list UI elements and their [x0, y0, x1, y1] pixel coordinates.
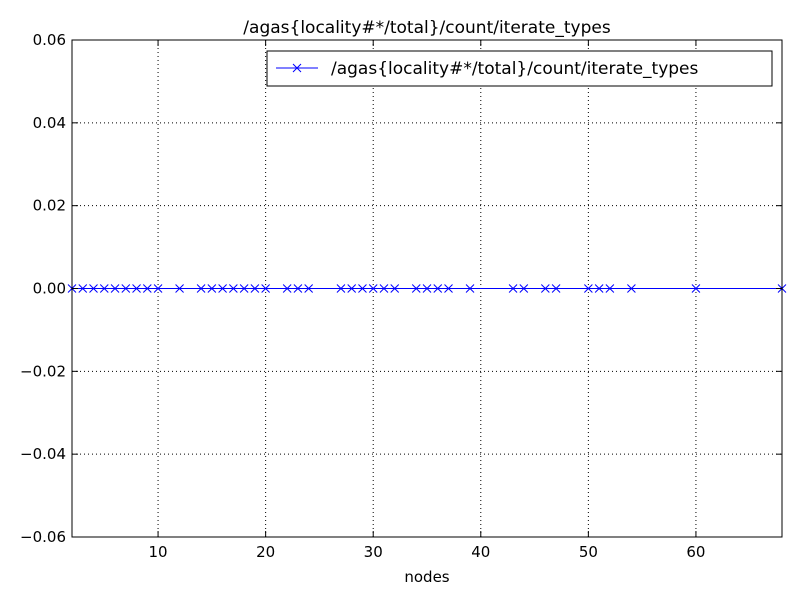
- data-point: [508, 284, 518, 293]
- data-point: [347, 284, 357, 293]
- data-point: [218, 284, 227, 293]
- data-point: [89, 284, 98, 293]
- data-point: [465, 284, 475, 293]
- data-point: [379, 284, 389, 293]
- y-tick-label: −0.06: [20, 528, 66, 546]
- data-point: [422, 284, 432, 293]
- data-point: [368, 284, 378, 293]
- data-point: [551, 284, 561, 293]
- chart-title: /agas{locality#*/total}/count/iterate_ty…: [243, 18, 611, 38]
- data-point: [99, 284, 109, 293]
- data-point: [78, 284, 88, 293]
- x-axis-label: nodes: [404, 568, 449, 586]
- x-tick-label: 60: [686, 543, 705, 561]
- data-point: [142, 284, 152, 293]
- data-point: [540, 284, 550, 293]
- y-tick-label: 0.06: [33, 31, 66, 49]
- data-point: [132, 284, 141, 293]
- x-tick-label: 10: [149, 543, 168, 561]
- x-tick-label: 50: [579, 543, 598, 561]
- data-point: [293, 284, 303, 293]
- data-point: [627, 284, 636, 293]
- data-point: [594, 284, 604, 293]
- x-tick-label: 30: [364, 543, 383, 561]
- data-point: [605, 284, 615, 293]
- data-point: [584, 284, 593, 293]
- legend-box: [266, 50, 773, 87]
- data-point: [444, 284, 453, 293]
- data-point: [239, 284, 249, 293]
- x-tick-label: 20: [256, 543, 275, 561]
- y-tick-label: −0.02: [20, 362, 66, 380]
- data-point: [336, 284, 346, 293]
- data-point: [196, 284, 206, 293]
- data-point: [519, 284, 529, 293]
- data-point: [121, 284, 131, 293]
- data-point: [261, 284, 270, 293]
- data-point: [153, 284, 163, 293]
- data-point: [175, 284, 184, 293]
- data-point: [390, 284, 400, 293]
- legend: /agas{locality#*/total}/count/iterate_ty…: [266, 50, 773, 87]
- data-point: [411, 284, 421, 293]
- data-point: [433, 284, 443, 293]
- data-point: [207, 284, 217, 293]
- data-point: [229, 284, 238, 293]
- y-tick-label: 0.02: [33, 197, 66, 215]
- data-point: [304, 284, 314, 293]
- data-point: [358, 284, 367, 293]
- data-point: [110, 284, 120, 293]
- ticks: 10 20 30 40 50 60 −0.06 −0.04 −0.02 0.00 0.02 0.04 0…: [20, 31, 782, 561]
- legend-marker-x-icon: [292, 63, 302, 73]
- data-point: [691, 284, 701, 293]
- y-tick-label: 0.00: [33, 280, 66, 298]
- y-tick-label: −0.04: [20, 445, 66, 463]
- x-tick-label: 40: [471, 543, 490, 561]
- data-point: [282, 284, 292, 293]
- legend-label: /agas{locality#*/total}/count/iterate_ty…: [331, 59, 699, 79]
- data-point: [250, 284, 260, 293]
- y-tick-label: 0.04: [33, 114, 66, 132]
